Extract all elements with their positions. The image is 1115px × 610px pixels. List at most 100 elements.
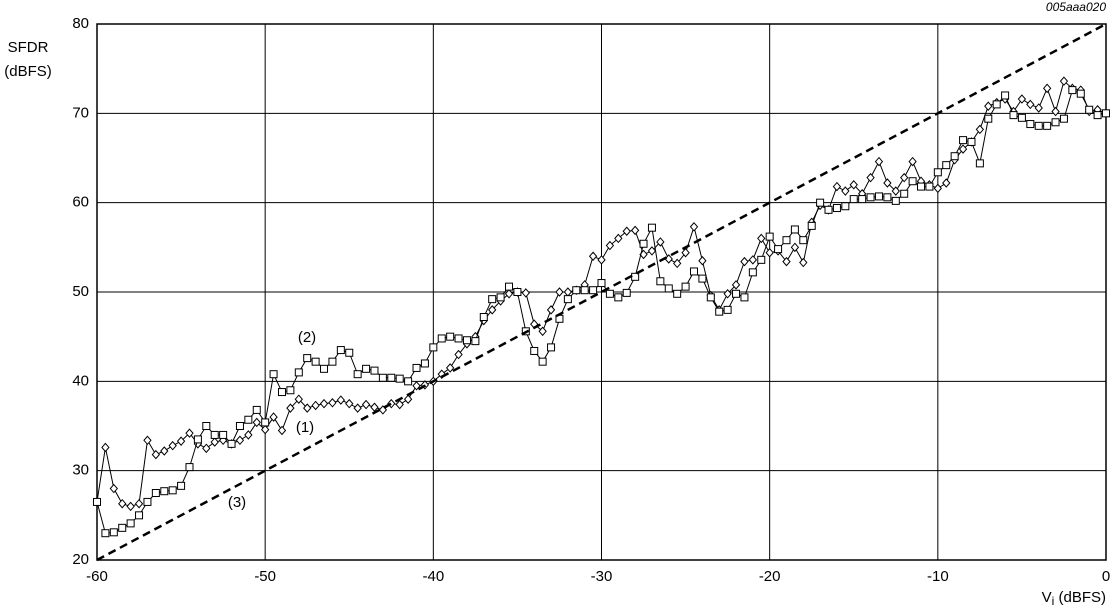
diamond-marker	[294, 394, 303, 404]
diamond-marker	[656, 237, 665, 247]
square-marker	[689, 267, 698, 276]
diamond-marker	[614, 233, 623, 244]
square-marker	[378, 373, 387, 382]
x-tick-label: -30	[591, 568, 613, 585]
diamond-marker	[1017, 94, 1027, 104]
square-marker	[1102, 109, 1110, 118]
square-marker	[605, 289, 614, 298]
square-marker	[143, 497, 152, 506]
diamond-marker	[673, 258, 682, 269]
square-marker	[530, 346, 539, 355]
square-marker	[975, 159, 984, 168]
square-marker	[698, 274, 707, 283]
square-marker	[673, 289, 682, 298]
square-marker	[177, 481, 186, 490]
square-marker	[589, 286, 598, 295]
square-marker	[126, 519, 135, 528]
square-marker	[1017, 113, 1026, 122]
diamond-marker	[488, 305, 497, 315]
diamond-marker	[118, 498, 127, 509]
square-marker	[118, 523, 127, 532]
square-marker	[1009, 111, 1018, 120]
square-marker	[235, 422, 244, 430]
square-marker	[732, 289, 741, 298]
square-marker	[1026, 120, 1035, 129]
square-marker	[1059, 114, 1068, 123]
x-tick-label: -10	[927, 568, 949, 585]
square-marker	[967, 137, 976, 146]
square-marker	[370, 366, 379, 375]
diamond-marker	[311, 400, 320, 411]
square-marker	[277, 388, 286, 397]
diamond-marker	[933, 183, 942, 194]
square-marker	[782, 236, 791, 245]
y-tick-label: 30	[72, 462, 89, 479]
square-marker	[168, 486, 177, 495]
diamond-marker	[1059, 76, 1069, 86]
square-marker	[93, 497, 101, 506]
diamond-marker	[622, 226, 631, 237]
diamond-marker	[336, 395, 346, 405]
diamond-marker	[235, 435, 245, 446]
diamond-marker	[445, 363, 455, 373]
square-marker	[1051, 118, 1060, 127]
plot-frame	[96, 23, 1107, 561]
square-marker	[841, 202, 850, 211]
diamond-marker	[757, 233, 766, 244]
square-marker	[151, 489, 160, 497]
square-marker	[311, 357, 320, 366]
square-marker	[891, 196, 900, 205]
diamond-marker	[319, 398, 329, 409]
diamond-marker	[782, 256, 791, 267]
diamond-marker	[597, 255, 606, 265]
square-marker	[219, 430, 228, 439]
square-marker	[866, 193, 875, 202]
diamond-marker	[269, 412, 278, 422]
diamond-marker	[942, 178, 951, 188]
diamond-marker	[605, 240, 615, 251]
diamond-marker	[454, 349, 463, 360]
diamond-marker	[647, 246, 657, 256]
series-label: (2)	[298, 329, 316, 346]
diamond-marker	[984, 101, 993, 111]
square-marker	[429, 343, 438, 352]
square-marker	[563, 295, 572, 304]
square-marker	[454, 334, 463, 343]
diamond-marker	[731, 280, 741, 290]
diamond-marker	[799, 257, 808, 268]
square-marker	[1043, 121, 1052, 130]
diamond-marker	[698, 255, 707, 266]
square-marker	[1085, 105, 1094, 114]
square-marker	[883, 193, 892, 202]
square-marker	[462, 336, 471, 345]
diamond-marker	[681, 247, 690, 258]
diamond-marker	[353, 403, 362, 413]
diamond-marker	[630, 225, 640, 236]
x-tick-label: -40	[422, 568, 444, 585]
diamond-marker	[900, 172, 909, 183]
square-marker	[832, 204, 841, 213]
diamond-marker	[261, 424, 270, 435]
square-marker	[1076, 89, 1085, 98]
diamond-marker	[975, 124, 985, 135]
square-marker	[412, 363, 421, 372]
diamond-marker	[403, 394, 413, 404]
diamond-marker	[361, 399, 371, 410]
square-marker	[748, 268, 757, 277]
diamond-marker	[143, 435, 152, 446]
square-marker	[202, 422, 211, 430]
diamond-marker	[210, 437, 219, 447]
square-marker	[858, 195, 867, 204]
square-marker	[614, 293, 623, 302]
y-tick-label: 20	[72, 551, 89, 568]
diamond-marker	[555, 287, 564, 297]
square-marker	[353, 370, 362, 379]
square-marker	[664, 284, 673, 293]
square-marker	[942, 161, 951, 170]
diamond-marker	[1026, 99, 1035, 110]
square-marker	[656, 277, 665, 286]
square-marker	[816, 198, 825, 207]
diamond-marker	[168, 440, 177, 451]
square-marker	[227, 439, 236, 448]
